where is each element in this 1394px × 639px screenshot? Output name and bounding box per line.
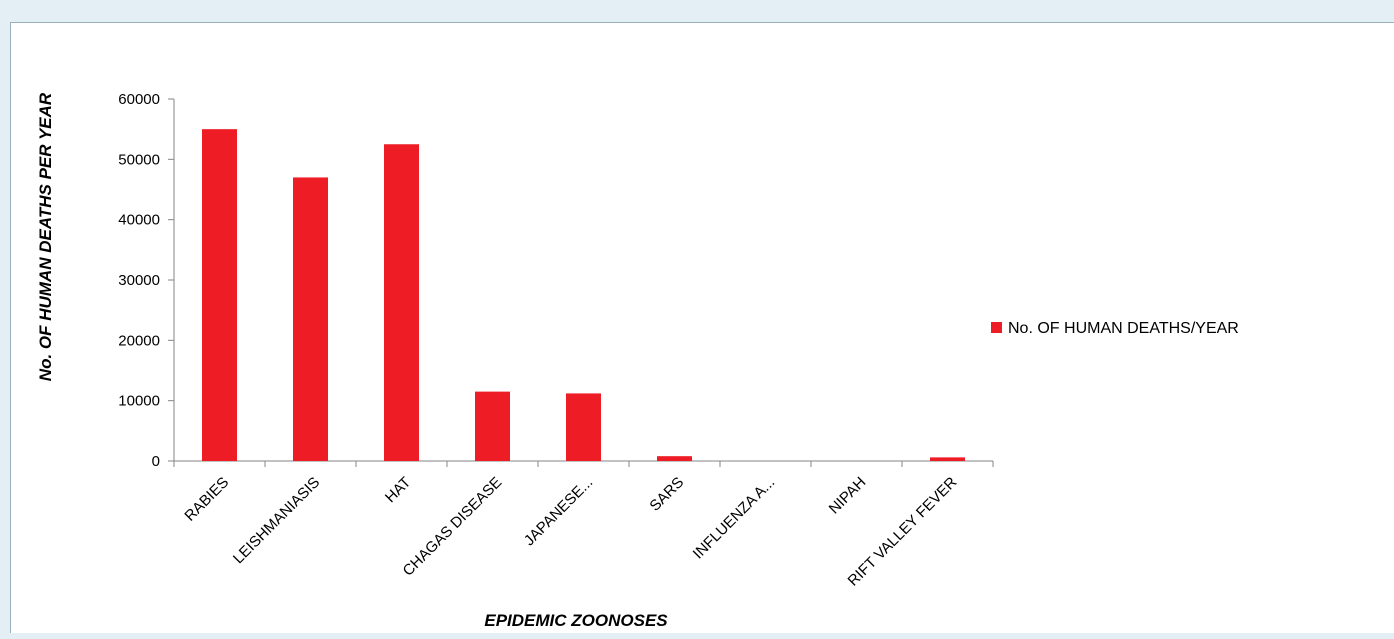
bar <box>930 457 965 461</box>
x-axis-title: EPIDEMIC ZOONOSES <box>484 611 668 630</box>
x-tick-label: RABIES <box>181 474 232 525</box>
y-tick-label: 10000 <box>118 393 160 410</box>
legend-label: No. OF HUMAN DEATHS/YEAR <box>1008 320 1239 337</box>
bar <box>475 392 510 461</box>
bar <box>566 393 601 461</box>
x-tick-label: LEISHMANIASIS <box>230 474 323 567</box>
y-tick-label: 50000 <box>118 151 160 168</box>
bar <box>384 144 419 461</box>
chart-area: No. OF HUMAN DEATHS PER YEAR EPIDEMIC ZO… <box>10 22 1394 633</box>
y-tick-label: 20000 <box>118 332 160 349</box>
legend: No. OF HUMAN DEATHS/YEAR <box>991 320 1239 337</box>
bar <box>657 456 692 461</box>
bar <box>202 129 237 461</box>
y-tick-label: 30000 <box>118 272 160 289</box>
y-tick-label: 60000 <box>118 91 160 108</box>
x-tick-label: SARS <box>646 474 687 515</box>
bar <box>293 177 328 461</box>
bar-chart: No. OF HUMAN DEATHS PER YEAR EPIDEMIC ZO… <box>11 23 1394 634</box>
x-tick-label: JAPANESE... <box>521 474 596 549</box>
y-tick-label: 40000 <box>118 212 160 229</box>
legend-swatch <box>991 322 1002 333</box>
y-axis-title: No. OF HUMAN DEATHS PER YEAR <box>36 92 55 381</box>
x-tick-label: NIPAH <box>826 474 870 518</box>
x-tick-label: INFLUENZA A... <box>690 474 779 563</box>
y-tick-label: 0 <box>152 453 160 470</box>
x-tick-label: CHAGAS DISEASE <box>400 474 506 580</box>
x-tick-label: HAT <box>382 474 414 506</box>
